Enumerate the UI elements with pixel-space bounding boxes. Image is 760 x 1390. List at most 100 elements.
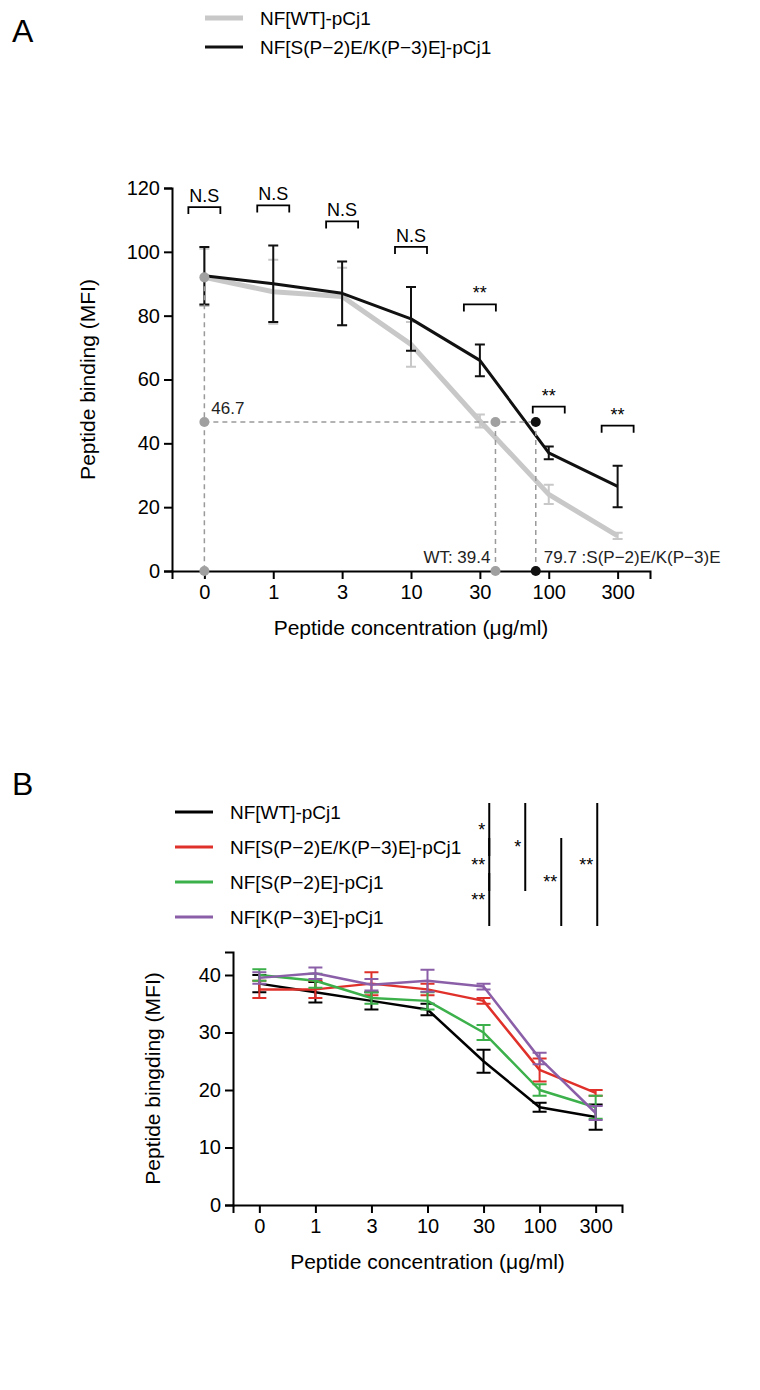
significance-bracket	[602, 426, 634, 433]
y-tick-mark	[164, 379, 172, 381]
x-tick-label: 0	[254, 1215, 265, 1237]
comparison-label: **	[579, 855, 593, 875]
legend-swatch	[175, 811, 213, 814]
significance-bracket	[395, 247, 427, 254]
significance-bracket	[188, 207, 220, 214]
guide-line	[535, 422, 537, 571]
x-tick-label: 300	[579, 1215, 612, 1237]
guide-dot	[531, 566, 541, 576]
error-bar	[477, 1025, 491, 1040]
error-bar	[364, 979, 378, 991]
legend-swatch	[175, 881, 213, 884]
y-axis-title: Peptide bingding (MFI)	[141, 972, 164, 1184]
significance-label: **	[611, 405, 625, 425]
y-tick-label: 40	[138, 432, 160, 454]
y-tick: 20	[138, 496, 172, 518]
x-tick: 0	[254, 1205, 265, 1237]
plot-area	[199, 245, 622, 539]
legend-label: NF[S(P−2)E]-pCj1	[230, 872, 384, 893]
x-axis: 0 1 3 10 30 100 300	[234, 1205, 623, 1237]
x-tick: 100	[523, 1205, 556, 1237]
x-tick: 30	[473, 1205, 495, 1237]
x-tick-label: 30	[473, 1215, 495, 1237]
y-axis-title: Peptide binding (MFI)	[76, 279, 99, 480]
x-tick-label: 1	[268, 581, 279, 603]
x-axis-line	[234, 1206, 623, 1214]
error-bar	[613, 533, 623, 539]
error-bar	[268, 245, 278, 322]
y-tick-mark	[225, 1032, 233, 1034]
guide-line	[204, 421, 535, 423]
guide-dot	[199, 272, 209, 282]
y-tick-label: 10	[199, 1136, 221, 1158]
significance-bracket	[257, 205, 289, 212]
error-bar	[421, 992, 435, 1009]
x-tick-label: 1	[310, 1215, 321, 1237]
legend-label: NF[WT]-pCj1	[260, 8, 371, 29]
comparison-label: **	[471, 890, 485, 910]
significance-label: N.S	[258, 184, 288, 204]
error-bar	[364, 992, 378, 1004]
y-tick: 30	[199, 1021, 233, 1043]
panel-label: B	[12, 766, 33, 802]
x-tick-label: 300	[601, 581, 634, 603]
legend-swatch	[205, 16, 243, 21]
y-tick-label: 0	[210, 1194, 221, 1216]
y-tick: 80	[138, 305, 172, 327]
legend: NF[WT]-pCj1NF[S(P−2)E/K(P−3)E]-pCj1NF[S(…	[175, 802, 597, 928]
x-tick: 3	[337, 571, 348, 603]
error-bar	[533, 1084, 547, 1096]
y-tick-label: 60	[138, 368, 160, 390]
x-tick-label: 0	[199, 581, 210, 603]
y-tick-mark	[225, 1090, 233, 1092]
error-bar	[308, 968, 322, 980]
annotations: 46.7 WT: 39.4 79.7 :S(P−2)E/K(P−3)E	[199, 272, 720, 576]
annotation-label: WT: 39.4	[423, 548, 490, 567]
x-tick-label: 3	[366, 1215, 377, 1237]
figure: A0204060801001200131030100300Peptide con…	[0, 0, 760, 1390]
guide-dot	[490, 566, 500, 576]
x-tick-label: 30	[469, 581, 491, 603]
y-tick-label: 80	[138, 305, 160, 327]
y-axis-line	[225, 953, 234, 1206]
legend-label: NF[S(P−2)E/K(P−3)E]-pCj1	[230, 837, 461, 858]
annotation-label: 79.7 :S(P−2)E/K(P−3)E	[544, 548, 721, 567]
y-tick-mark	[164, 251, 172, 253]
y-tick-mark	[164, 571, 172, 573]
series-line	[259, 973, 595, 1113]
significance-label: **	[542, 386, 556, 406]
y-tick-mark	[225, 1147, 233, 1149]
comparison-bar	[560, 838, 562, 926]
x-tick: 3	[366, 1205, 377, 1237]
y-tick: 120	[127, 177, 172, 199]
panel: B0102030400131030100300Peptide concentra…	[12, 766, 623, 1273]
x-tick: 1	[268, 571, 279, 603]
comparison-label: **	[543, 872, 557, 892]
x-tick-label: 10	[417, 1215, 439, 1237]
series-line	[204, 277, 617, 536]
y-tick-mark	[164, 188, 172, 190]
error-bar	[544, 447, 554, 460]
x-tick: 10	[417, 1205, 439, 1237]
series-line	[259, 984, 595, 1117]
y-tick-label: 20	[199, 1079, 221, 1101]
annotation-label: 46.7	[211, 399, 244, 418]
guide-dot	[199, 566, 209, 576]
x-tick-mark	[371, 1205, 373, 1213]
error-bar	[475, 415, 485, 428]
y-axis-line	[164, 189, 173, 572]
error-bar	[477, 984, 491, 990]
x-tick-mark	[427, 1205, 429, 1213]
x-axis-title: Peptide concentration (μg/ml)	[290, 1250, 565, 1273]
x-tick-mark	[617, 571, 619, 579]
error-bar	[421, 970, 435, 992]
legend: NF[WT]-pCj1NF[S(P−2)E/K(P−3)E]-pCj1	[205, 8, 491, 58]
y-tick: 60	[138, 368, 172, 390]
significance-label: **	[473, 283, 487, 303]
x-tick-mark	[411, 571, 413, 579]
y-tick-mark	[164, 315, 172, 317]
y-tick-mark	[164, 507, 172, 509]
y-tick-label: 0	[149, 560, 160, 582]
significance-bracket	[326, 221, 358, 228]
y-tick: 0	[210, 1194, 233, 1216]
